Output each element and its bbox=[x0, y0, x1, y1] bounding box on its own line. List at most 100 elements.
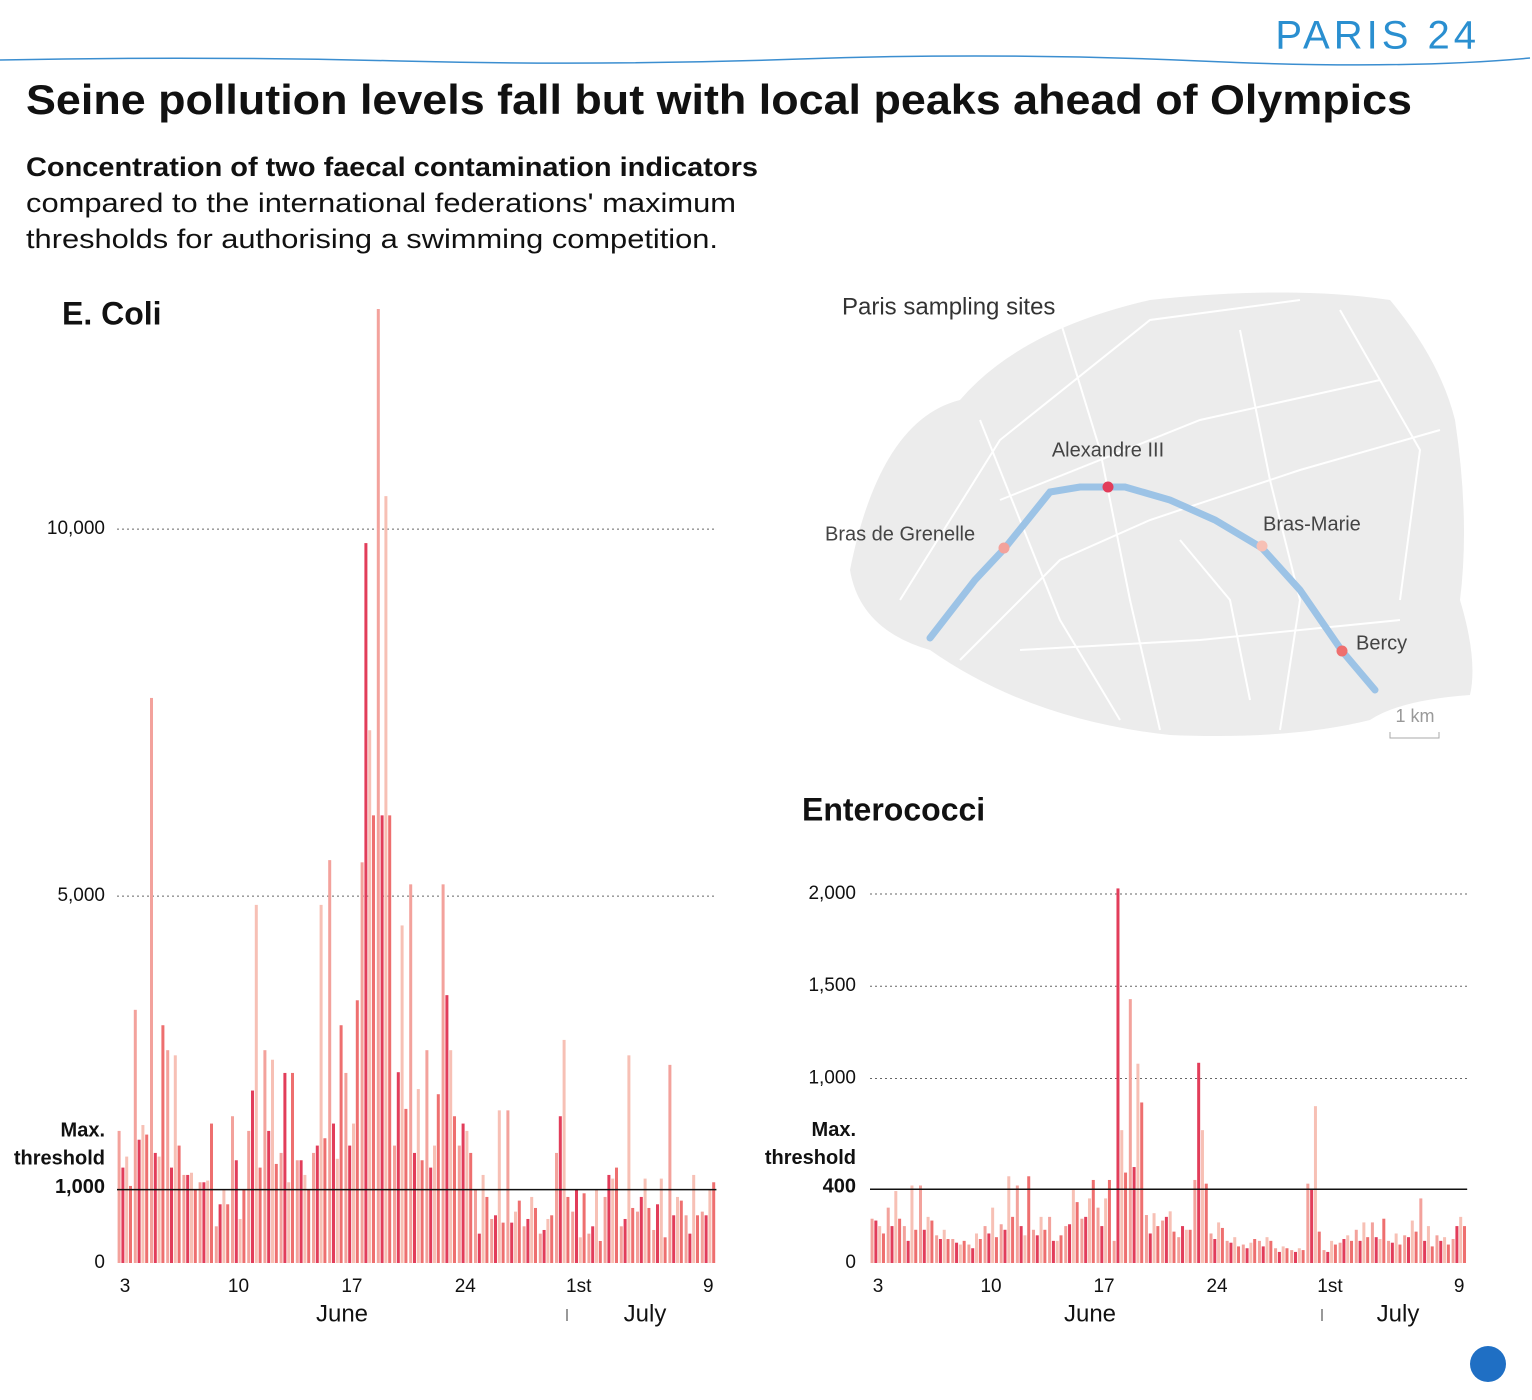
bar bbox=[1261, 1246, 1265, 1263]
bar bbox=[1184, 1229, 1188, 1263]
x-tick-label: 1st bbox=[566, 1276, 592, 1297]
bar bbox=[494, 1215, 497, 1263]
bar bbox=[1027, 1176, 1031, 1263]
bar bbox=[1390, 1242, 1394, 1263]
bar bbox=[254, 904, 258, 1263]
bar bbox=[994, 1237, 998, 1263]
bar bbox=[1043, 1229, 1047, 1263]
bar bbox=[372, 815, 375, 1263]
bar bbox=[267, 1130, 271, 1263]
threshold-value: 400 bbox=[823, 1175, 856, 1197]
bar bbox=[380, 815, 384, 1263]
bar bbox=[416, 1089, 420, 1263]
bar bbox=[546, 1218, 550, 1263]
bar bbox=[1048, 1216, 1052, 1263]
bar bbox=[1423, 1240, 1427, 1263]
bar bbox=[291, 1072, 294, 1263]
bar bbox=[951, 1239, 955, 1263]
bar bbox=[461, 1123, 465, 1263]
bar bbox=[874, 1220, 878, 1263]
bar bbox=[566, 1196, 570, 1263]
bar bbox=[1068, 1224, 1072, 1263]
chart-title: Enterococci bbox=[802, 791, 985, 827]
bar bbox=[360, 862, 364, 1263]
bar bbox=[591, 1226, 595, 1263]
bar bbox=[1107, 1179, 1111, 1263]
bar bbox=[582, 1193, 586, 1263]
bar bbox=[1277, 1251, 1281, 1263]
bar bbox=[684, 1215, 688, 1263]
site-label: Bras-Marie bbox=[1263, 513, 1361, 535]
bar bbox=[1132, 1167, 1136, 1263]
bar bbox=[477, 1233, 481, 1263]
bar bbox=[967, 1244, 971, 1263]
month-label: June bbox=[1064, 1300, 1116, 1327]
bar bbox=[656, 1204, 659, 1263]
bar bbox=[870, 1218, 874, 1263]
bar bbox=[436, 1094, 440, 1263]
site-dot bbox=[1102, 481, 1114, 493]
bar bbox=[1168, 1211, 1172, 1263]
bar bbox=[121, 1167, 125, 1263]
bar bbox=[190, 1172, 193, 1263]
bar bbox=[1269, 1240, 1273, 1263]
bar bbox=[497, 1110, 501, 1263]
month-label: June bbox=[316, 1300, 368, 1327]
bar bbox=[485, 1196, 489, 1263]
x-tick-label: 1st bbox=[1317, 1276, 1343, 1297]
bar bbox=[1326, 1251, 1330, 1263]
bar bbox=[1007, 1176, 1011, 1263]
bar bbox=[526, 1218, 530, 1263]
bar bbox=[575, 1189, 578, 1263]
bar bbox=[364, 543, 368, 1263]
bar bbox=[1459, 1216, 1463, 1263]
bar bbox=[1274, 1248, 1278, 1263]
bar bbox=[643, 1178, 647, 1263]
bar bbox=[506, 1110, 510, 1263]
y-tick-label: 10,000 bbox=[47, 518, 105, 539]
bar bbox=[153, 1152, 157, 1263]
bar bbox=[376, 309, 380, 1263]
site-dot bbox=[1256, 540, 1268, 552]
bar bbox=[902, 1226, 906, 1263]
subtitle-bold: Concentration of two faecal contaminatio… bbox=[26, 152, 758, 182]
bar bbox=[1197, 1062, 1201, 1263]
bar bbox=[926, 1216, 930, 1263]
scale-bar bbox=[1389, 732, 1440, 739]
bar bbox=[1451, 1239, 1455, 1263]
bar bbox=[1322, 1250, 1326, 1263]
bar bbox=[348, 1145, 352, 1263]
bar bbox=[962, 1240, 966, 1263]
bar bbox=[312, 1152, 315, 1263]
bar bbox=[1011, 1216, 1015, 1263]
bar bbox=[457, 1145, 461, 1263]
bar bbox=[672, 1215, 676, 1263]
x-tick-label: 24 bbox=[455, 1276, 477, 1297]
bar bbox=[1177, 1237, 1181, 1263]
bar bbox=[1354, 1229, 1358, 1263]
bar bbox=[894, 1191, 898, 1263]
bar bbox=[182, 1174, 186, 1263]
bar bbox=[1394, 1233, 1398, 1263]
bar bbox=[251, 1090, 254, 1263]
bar bbox=[425, 1050, 429, 1263]
bar bbox=[226, 1204, 230, 1263]
bar bbox=[339, 1025, 343, 1263]
bar bbox=[1181, 1226, 1185, 1263]
bar bbox=[299, 1160, 303, 1263]
chart-title: E. Coli bbox=[62, 295, 162, 331]
bar bbox=[307, 1189, 311, 1263]
y-tick-label: 2,000 bbox=[808, 883, 856, 904]
bar bbox=[1245, 1248, 1249, 1263]
bar bbox=[898, 1218, 902, 1263]
bar bbox=[1439, 1240, 1443, 1263]
bar bbox=[1310, 1189, 1314, 1263]
bar bbox=[287, 1182, 291, 1263]
bar bbox=[186, 1174, 190, 1263]
bar bbox=[1209, 1233, 1213, 1263]
bar bbox=[659, 1178, 663, 1263]
x-tick-label: 10 bbox=[980, 1276, 1001, 1297]
bar bbox=[906, 1240, 910, 1263]
bar bbox=[409, 884, 413, 1263]
